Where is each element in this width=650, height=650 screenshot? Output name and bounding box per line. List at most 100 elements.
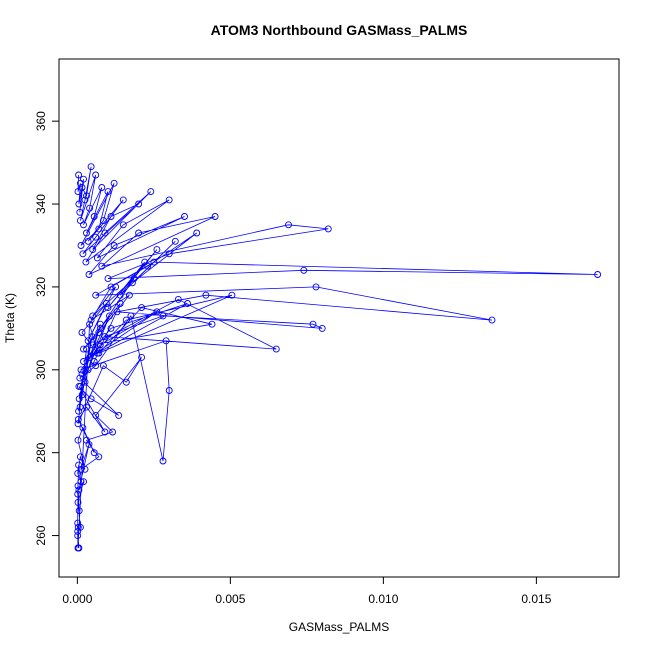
data-point (138, 353, 146, 361)
x-tick-label: 0.005 (215, 592, 245, 606)
data-point (96, 320, 104, 328)
data-point (122, 316, 130, 324)
data-point (90, 358, 98, 365)
data-point (102, 300, 110, 307)
data-point (119, 196, 127, 204)
data-point (80, 478, 87, 486)
data-point (79, 250, 87, 258)
data-point (104, 275, 112, 283)
data-point (84, 337, 92, 345)
data-point (89, 246, 97, 254)
data-point (84, 237, 92, 245)
data-point (312, 283, 320, 291)
data-point (85, 440, 93, 448)
data-point (75, 507, 83, 515)
data-point (76, 374, 84, 382)
data-point (150, 258, 158, 266)
data-point (78, 370, 86, 378)
data-point (99, 217, 107, 225)
data-point (80, 345, 87, 353)
data-point (82, 258, 90, 266)
data-point (165, 387, 173, 394)
data-point (84, 366, 92, 374)
data-point (86, 320, 94, 328)
data-point (74, 436, 82, 444)
data-point (184, 300, 191, 307)
y-tick-label: 260 (34, 525, 48, 545)
data-point (95, 453, 103, 461)
data-point (74, 490, 82, 498)
data-point (110, 179, 118, 187)
data-point (74, 527, 82, 535)
chart-title: ATOM3 Northbound GASMass_PALMS (211, 22, 468, 38)
data-point (74, 469, 82, 477)
data-point (76, 453, 84, 461)
data-point (74, 482, 82, 490)
data-point (77, 465, 85, 473)
data-point (95, 225, 103, 233)
data-point (300, 266, 308, 274)
data-point (80, 358, 87, 365)
data-point (104, 188, 112, 196)
data-point (107, 324, 115, 332)
data-point (228, 291, 236, 299)
data-point (98, 184, 106, 191)
data-series (74, 163, 602, 552)
data-point (101, 229, 109, 237)
data-point (79, 424, 87, 432)
data-point (174, 295, 182, 303)
data-point (107, 213, 115, 220)
data-point (75, 407, 83, 415)
data-point (83, 345, 90, 353)
data-point (144, 262, 152, 270)
data-point (77, 242, 85, 249)
x-tick-label: 0.015 (521, 592, 551, 606)
data-point (324, 225, 332, 233)
data-point (594, 271, 602, 278)
data-point (93, 254, 101, 262)
data-point (159, 457, 167, 465)
data-point (153, 246, 161, 254)
y-tick-label: 280 (34, 442, 48, 462)
data-point (86, 353, 94, 361)
y-tick-label: 320 (34, 277, 48, 297)
data-point (80, 175, 87, 183)
data-point (135, 229, 143, 237)
data-point (101, 428, 109, 436)
data-point (74, 532, 82, 540)
data-point (92, 233, 100, 241)
data-point (285, 221, 292, 229)
data-point (119, 221, 127, 229)
data-point (85, 271, 93, 278)
data-point (309, 320, 317, 328)
data-point (75, 544, 83, 552)
data-point (81, 196, 89, 204)
y-tick-label: 340 (34, 194, 48, 214)
data-point (88, 333, 96, 341)
data-point (95, 329, 103, 336)
data-point (92, 171, 100, 179)
y-tick-label: 300 (34, 359, 48, 379)
data-point (89, 341, 97, 349)
data-point (74, 416, 82, 423)
data-point (193, 229, 201, 237)
data-point (138, 304, 146, 312)
data-point (318, 324, 326, 332)
data-point (87, 163, 95, 171)
x-tick-label: 0.010 (368, 592, 398, 606)
data-point (122, 378, 130, 386)
data-point (488, 316, 496, 324)
data-point (76, 382, 84, 390)
data-point (74, 188, 82, 196)
data-point (127, 312, 135, 320)
data-point (159, 312, 167, 320)
data-point (96, 324, 104, 332)
data-point (74, 420, 82, 428)
data-point (130, 275, 138, 283)
data-point (89, 312, 97, 320)
data-point (135, 200, 143, 208)
data-point (162, 337, 170, 345)
data-point (98, 262, 106, 270)
x-axis-label: GASMass_PALMS (289, 620, 389, 634)
data-point (211, 213, 219, 220)
